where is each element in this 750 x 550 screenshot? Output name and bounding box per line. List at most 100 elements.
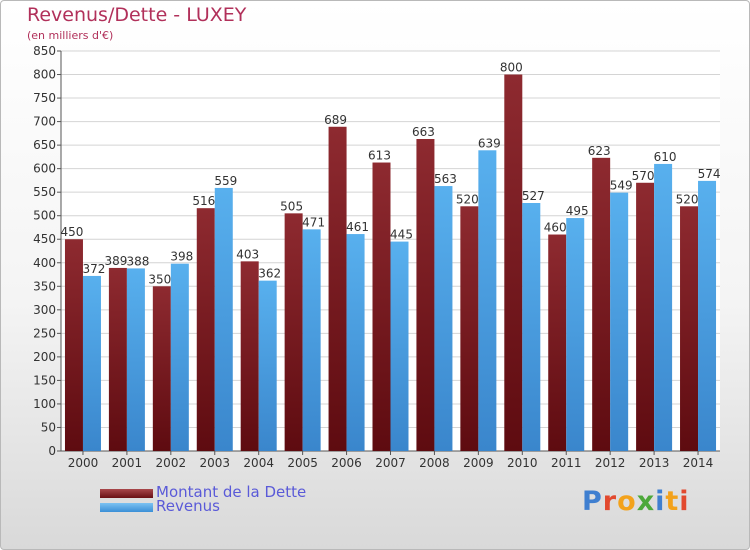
y-tick-label: 300 <box>33 303 56 317</box>
x-tick-label: 2013 <box>639 456 670 470</box>
bar-dette <box>548 234 567 451</box>
x-tick-label: 2000 <box>68 456 99 470</box>
data-label-revenus: 574 <box>698 167 721 181</box>
y-tick-label: 350 <box>33 279 56 293</box>
data-label-revenus: 610 <box>654 150 677 164</box>
bar-revenus <box>522 203 541 451</box>
y-tick-label: 800 <box>33 68 56 82</box>
data-label-dette: 450 <box>61 225 84 239</box>
data-label-dette: 520 <box>456 192 479 206</box>
x-tick-label: 2010 <box>507 456 538 470</box>
data-label-dette: 460 <box>544 221 567 235</box>
bar-dette <box>328 126 347 451</box>
x-tick-label: 2002 <box>156 456 187 470</box>
bar-revenus <box>390 241 409 451</box>
data-label-revenus: 527 <box>522 189 545 203</box>
legend-swatch-revenus <box>100 503 153 512</box>
data-label-dette: 389 <box>104 254 127 268</box>
bar-revenus <box>82 275 101 451</box>
data-label-revenus: 445 <box>390 228 413 242</box>
data-label-dette: 516 <box>192 194 215 208</box>
bar-dette <box>372 162 391 451</box>
y-tick-label: 50 <box>41 420 56 434</box>
data-label-revenus: 388 <box>126 254 149 268</box>
bar-revenus <box>698 180 717 451</box>
bar-dette <box>636 182 655 451</box>
proxiti-logo: Proxiti <box>582 486 690 517</box>
x-tick-label: 2005 <box>287 456 318 470</box>
bar-revenus <box>434 186 453 451</box>
x-tick-label: 2012 <box>595 456 626 470</box>
x-tick-label: 2007 <box>375 456 406 470</box>
y-tick-label: 750 <box>33 91 56 105</box>
legend-label-dette: Montant de la Dette <box>156 483 307 501</box>
y-tick-label: 0 <box>48 444 56 458</box>
y-tick-label: 150 <box>33 373 56 387</box>
bar-revenus <box>346 234 365 451</box>
x-tick-label: 2001 <box>112 456 143 470</box>
data-label-revenus: 461 <box>346 220 369 234</box>
y-tick-label: 200 <box>33 350 56 364</box>
y-tick-label: 250 <box>33 326 56 340</box>
y-tick-label: 650 <box>33 138 56 152</box>
data-label-revenus: 398 <box>170 250 193 264</box>
data-label-revenus: 549 <box>610 179 633 193</box>
data-label-revenus: 362 <box>258 267 281 281</box>
data-label-dette: 505 <box>280 199 303 213</box>
bar-revenus <box>258 280 277 451</box>
data-label-revenus: 495 <box>566 204 589 218</box>
legend-label-revenus: Revenus <box>156 497 220 515</box>
x-tick-label: 2009 <box>463 456 494 470</box>
data-label-dette: 570 <box>632 169 655 183</box>
legend-swatch-dette <box>100 489 153 498</box>
bar-dette <box>64 239 83 451</box>
y-tick-label: 450 <box>33 232 56 246</box>
bar-revenus <box>610 192 629 451</box>
bar-dette <box>592 157 611 451</box>
y-tick-label: 550 <box>33 185 56 199</box>
data-label-revenus: 471 <box>302 215 325 229</box>
chart-subtitle: (en milliers d'€) <box>27 29 114 42</box>
y-tick-label: 850 <box>33 44 56 58</box>
data-label-revenus: 372 <box>83 262 106 276</box>
bar-revenus <box>478 150 497 451</box>
bar-revenus <box>302 229 321 451</box>
x-tick-label: 2003 <box>199 456 230 470</box>
data-label-dette: 520 <box>676 192 699 206</box>
x-tick-label: 2006 <box>331 456 362 470</box>
y-tick-label: 700 <box>33 115 56 129</box>
bar-revenus <box>126 268 145 451</box>
bar-revenus <box>170 263 189 451</box>
data-label-dette: 800 <box>500 61 523 75</box>
bar-dette <box>152 286 171 451</box>
y-tick-label: 500 <box>33 209 56 223</box>
bar-dette <box>416 139 435 451</box>
bar-dette <box>240 261 259 451</box>
bar-dette <box>108 267 127 451</box>
bar-revenus <box>654 163 673 452</box>
data-label-revenus: 563 <box>434 172 457 186</box>
data-label-revenus: 559 <box>214 174 237 188</box>
data-label-dette: 350 <box>148 272 171 286</box>
bar-revenus <box>566 218 585 451</box>
x-tick-label: 2008 <box>419 456 450 470</box>
y-tick-label: 400 <box>33 256 56 270</box>
data-label-revenus: 639 <box>478 136 501 150</box>
bar-dette <box>196 208 215 451</box>
bar-dette <box>504 74 523 451</box>
y-tick-label: 600 <box>33 162 56 176</box>
x-tick-label: 2004 <box>243 456 274 470</box>
x-tick-label: 2014 <box>683 456 714 470</box>
data-label-dette: 663 <box>412 125 435 139</box>
y-tick-label: 100 <box>33 397 56 411</box>
data-label-dette: 689 <box>324 113 347 127</box>
data-label-dette: 623 <box>588 144 611 158</box>
bar-dette <box>680 206 699 451</box>
data-label-dette: 403 <box>236 247 259 261</box>
chart-title: Revenus/Dette - LUXEY <box>27 4 247 26</box>
bar-dette <box>284 213 303 451</box>
bar-revenus <box>214 187 233 452</box>
data-label-dette: 613 <box>368 149 391 163</box>
x-tick-label: 2011 <box>551 456 582 470</box>
